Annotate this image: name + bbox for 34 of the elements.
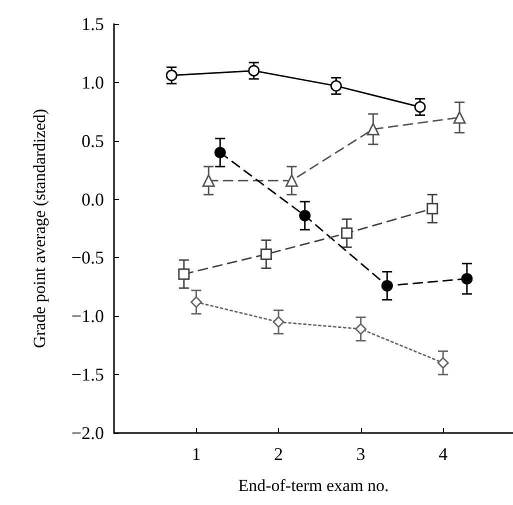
- y-tick-label: −1.0: [71, 306, 104, 326]
- point: [426, 202, 438, 214]
- point: [260, 248, 272, 260]
- point: [285, 174, 298, 187]
- y-tick-label: 1.5: [82, 14, 104, 34]
- point: [341, 227, 353, 239]
- point: [248, 64, 260, 76]
- point: [366, 122, 380, 136]
- point: [190, 296, 202, 308]
- point: [437, 357, 449, 369]
- point: [330, 80, 342, 92]
- y-tick-label: −1.5: [71, 364, 104, 385]
- point: [461, 273, 473, 284]
- x-tick-label: 4: [438, 444, 448, 464]
- x-axis-title: End-of-term exam no.: [238, 476, 389, 495]
- point: [355, 323, 367, 335]
- point: [178, 268, 190, 280]
- point: [214, 146, 226, 158]
- point: [453, 111, 466, 124]
- x-tick-label: 1: [192, 444, 201, 464]
- y-tick-label: −2.0: [71, 423, 104, 443]
- x-tick-label: 3: [356, 444, 366, 464]
- y-tick-label: 0.0: [82, 189, 104, 210]
- y-tick-label: 0.5: [82, 130, 104, 151]
- point: [299, 210, 311, 222]
- y-axis-title: Grade point average (standardized): [30, 108, 49, 348]
- point: [414, 101, 426, 113]
- y-tick-label: 1.0: [82, 72, 104, 92]
- y-tick-label: −0.5: [71, 248, 104, 268]
- point: [166, 70, 178, 82]
- point: [272, 316, 284, 328]
- point: [381, 280, 393, 292]
- point: [202, 174, 215, 187]
- x-tick-label: 2: [274, 444, 284, 464]
